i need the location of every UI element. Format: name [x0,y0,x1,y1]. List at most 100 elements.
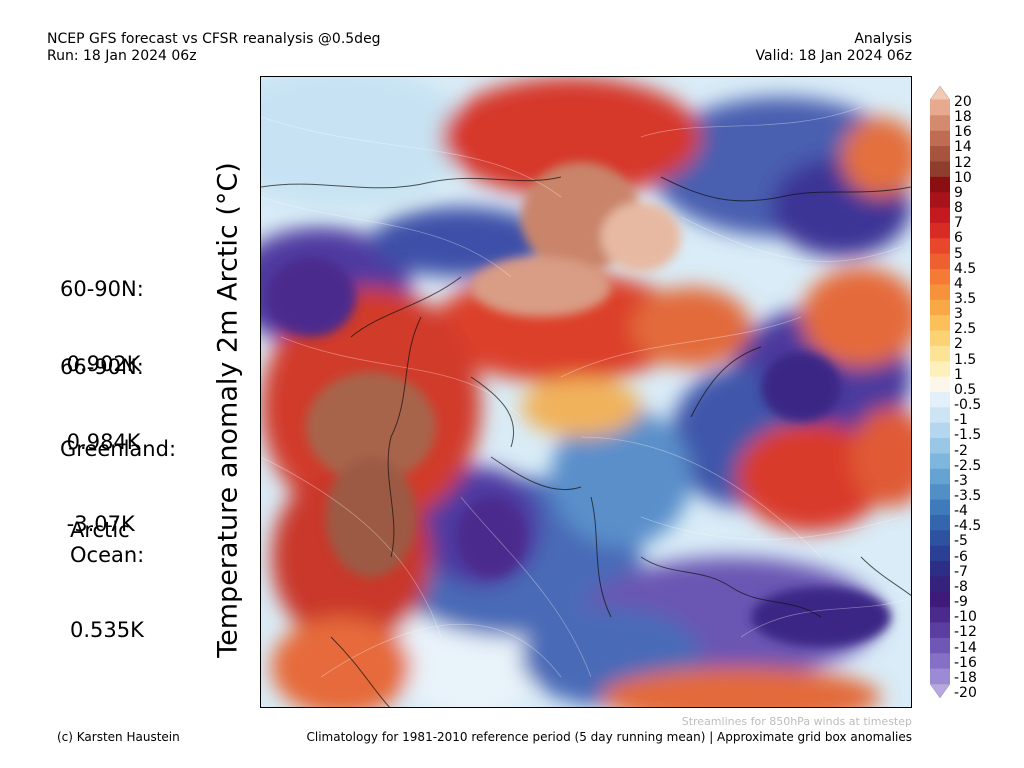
colorbar-tick-label: 7 [954,215,963,232]
colorbar-swatch [930,115,950,132]
colorbar-swatch [930,100,950,116]
colorbar-max-arrow [930,86,950,101]
stat-label: 66-90N: [60,355,144,379]
colorbar-tick-label: -14 [954,639,977,656]
stat-value: 0.984K [60,430,141,454]
stat-60-90n: 60-90N: 0.902K [60,227,144,402]
colorbar-tick-label: 1.5 [954,351,977,368]
colorbar-tick-label: -4 [954,503,968,520]
stat-label: Arctic Ocean: [70,518,145,567]
colorbar-tick-label: -0.5 [954,397,982,414]
colorbar-tick-label: 2 [954,336,963,353]
colorbar-swatch [930,345,950,362]
colorbar-tick-label: 6 [954,230,963,247]
colorbar-swatch [930,637,950,654]
colorbar-tick-label: 3 [954,306,963,323]
colorbar-min-arrow [930,683,950,698]
colorbar-tick-label: -2.5 [954,457,982,474]
valid-time: Valid: 18 Jan 2024 06z [755,48,912,64]
colorbar-tick-label: 14 [954,139,972,156]
colorbar-tick-label: -10 [954,609,977,626]
colorbar-swatch [930,315,950,332]
colorbar-tick-label: 2.5 [954,321,977,338]
colorbar-swatch [930,407,950,424]
colorbar-swatch [930,622,950,639]
colorbar-tick-label: 0.5 [954,381,977,398]
stat-label: Greenland: [60,437,177,461]
stat-arctic-ocean: Arctic Ocean: 0.535K [70,468,144,668]
colorbar-swatch [930,176,950,193]
copyright: (c) Karsten Haustein [57,730,180,744]
stat-value: 0.535K [70,618,144,642]
colorbar-tick-label: 5 [954,245,963,262]
map-image [261,77,911,707]
colorbar-tick-label: -1.5 [954,427,982,444]
colorbar-tick-label: 9 [954,184,963,201]
colorbar-swatch [930,222,950,239]
colorbar-tick-label: 20 [954,94,972,110]
colorbar-swatch [930,438,950,454]
colorbar-swatch [930,361,950,378]
colorbar-swatch [930,484,950,501]
colorbar-tick-label: -16 [954,654,977,671]
colorbar-tick-label: -7 [954,563,968,580]
colorbar [930,86,950,698]
colorbar-swatch [930,376,950,393]
colorbar-tick-label: -1 [954,412,968,429]
colorbar-swatch [930,607,950,624]
colorbar-tick-label: 12 [954,154,972,171]
stat-label: 60-90N: [60,277,144,301]
colorbar-tick-label: -2 [954,442,968,459]
colorbar-swatch [930,238,950,255]
colorbar-swatch [930,422,950,439]
colorbar-tick-label: -12 [954,624,977,641]
colorbar-swatch [930,499,950,516]
colorbar-swatch [930,207,950,224]
colorbar-swatch [930,299,950,316]
colorbar-swatch [930,269,950,285]
colorbar-tick-label: -4.5 [954,518,982,535]
colorbar-swatch [930,514,950,531]
colorbar-tick-label: 8 [954,200,963,217]
stat-greenland: Greenland: -3.07K [60,387,176,562]
colorbar-swatch [930,130,950,147]
colorbar-swatch [930,468,950,485]
colorbar-tick-label: -6 [954,548,968,565]
colorbar-tick-label: -18 [954,669,977,686]
colorbar-tick-label: -3.5 [954,488,982,504]
anomaly-map [260,76,912,708]
colorbar-swatch [930,545,950,562]
streamline-note: Streamlines for 850hPa winds at timestep [681,715,912,728]
colorbar-tick-label: 10 [954,169,972,186]
colorbar-tick-label: -3 [954,472,968,489]
colorbar-tick-label: 4.5 [954,260,977,277]
colorbar-tick-label: 16 [954,124,972,141]
run-time: Run: 18 Jan 2024 06z [47,48,197,64]
colorbar-swatch [930,146,950,162]
valid-block: Analysis Valid: 18 Jan 2024 06z [756,31,912,65]
stat-value: 0.902K [60,352,141,376]
colorbar-swatch [930,330,950,347]
colorbar-tick-label: -9 [954,594,968,611]
stat-value: -3.07K [60,512,135,536]
colorbar-swatch [930,192,950,209]
colorbar-swatch [930,561,950,577]
colorbar-swatch [930,530,950,547]
colorbar-swatch [930,161,950,178]
climatology-note: Climatology for 1981-2010 reference peri… [306,730,913,744]
title-block: NCEP GFS forecast vs CFSR reanalysis @0.… [47,31,381,65]
colorbar-tick-label: 1 [954,366,963,383]
colorbar-tick-label: 4 [954,275,963,292]
colorbar-tick-label: -8 [954,578,968,595]
colorbar-tick-label: -20 [954,685,977,701]
colorbar-swatch [930,284,950,301]
colorbar-swatch [930,591,950,608]
colorbar-swatch [930,668,950,685]
colorbar-swatch [930,392,950,408]
colorbar-swatch [930,453,950,470]
colorbar-tick-label: 3.5 [954,291,977,307]
chart-title: NCEP GFS forecast vs CFSR reanalysis @0.… [47,31,381,47]
colorbar-swatch [930,653,950,670]
stat-66-90n: 66-90N: 0.984K [60,305,144,480]
colorbar-swatch [930,253,950,270]
